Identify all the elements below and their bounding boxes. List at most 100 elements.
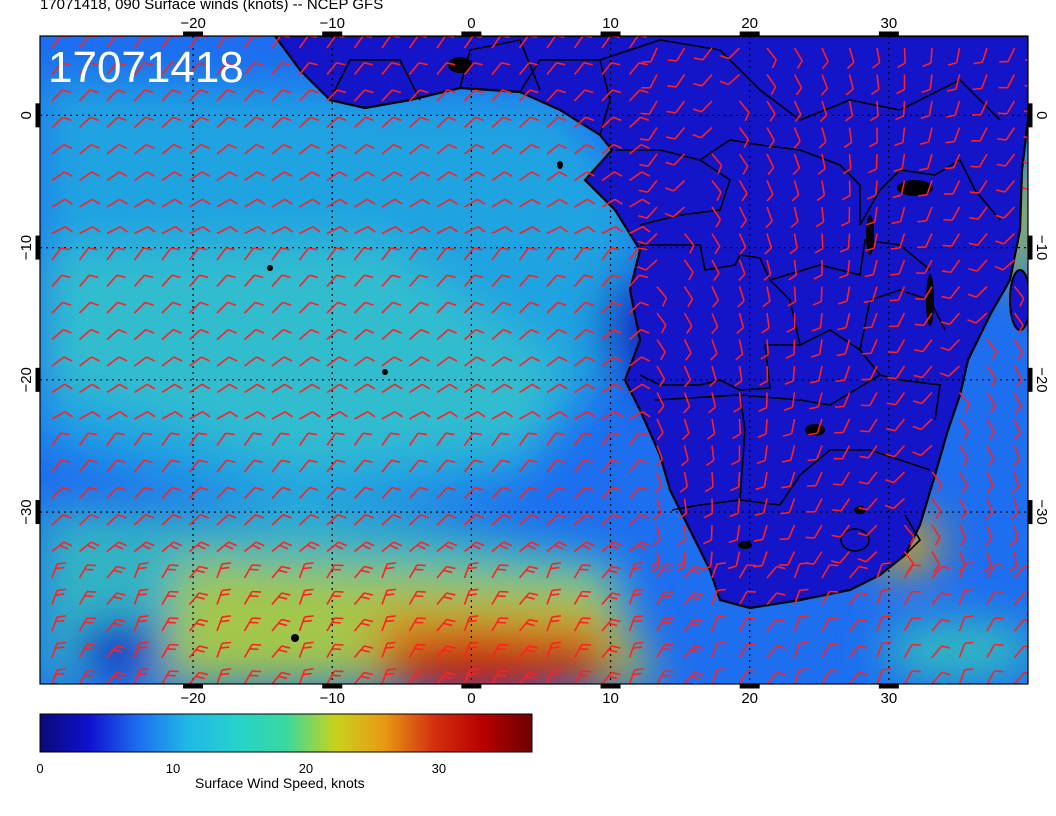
wind-barb xyxy=(216,171,238,182)
wind-barb xyxy=(381,383,403,394)
wind-barb xyxy=(573,143,595,155)
wind-barb xyxy=(890,233,906,250)
wind-barb xyxy=(573,116,595,129)
map-frame xyxy=(39,35,1029,685)
wind-barb xyxy=(106,565,126,579)
wind-barb xyxy=(813,260,823,280)
wind-barb xyxy=(821,617,839,632)
wind-barb xyxy=(491,225,514,235)
wind-barb xyxy=(729,498,741,518)
lon-label-top: −10 xyxy=(319,15,344,32)
wind-barb xyxy=(436,671,456,684)
wind-barb xyxy=(464,383,486,394)
wind-barb xyxy=(271,411,293,420)
wind-barb xyxy=(755,471,768,491)
wind-barb xyxy=(793,615,809,632)
wind-barb xyxy=(381,615,397,632)
wind-barb xyxy=(793,127,801,149)
wind-barb xyxy=(986,590,1004,605)
wind-barb xyxy=(574,356,595,367)
wind-barb xyxy=(188,618,209,632)
wind-barb xyxy=(353,618,374,632)
wind-barb xyxy=(299,356,320,367)
wind-barb xyxy=(216,486,237,500)
wind-barb xyxy=(666,100,686,114)
wind-barb xyxy=(353,645,374,659)
wind-barb xyxy=(106,618,126,632)
wind-barb xyxy=(868,127,879,148)
wind-barb xyxy=(243,274,264,288)
wind-barb xyxy=(628,247,648,261)
wind-barb xyxy=(876,668,892,684)
lon-label-bottom: 20 xyxy=(741,690,758,707)
wind-barb xyxy=(1013,592,1028,606)
wind-barb xyxy=(931,565,951,579)
wind-barb xyxy=(984,524,993,547)
wind-barb xyxy=(519,383,541,394)
wind-barb xyxy=(997,100,1016,115)
map-title: 17071418, 090 Surface winds (knots) -- N… xyxy=(40,0,384,13)
wind-barb xyxy=(710,339,718,361)
wind-barb xyxy=(786,312,796,333)
wind-barb xyxy=(693,47,713,61)
wind-barb xyxy=(106,411,128,420)
wind-barb xyxy=(958,445,969,467)
colorbar-tick-label: 20 xyxy=(299,761,313,776)
wind-barb xyxy=(78,301,99,314)
wind-barb xyxy=(464,411,486,420)
wind-barb xyxy=(629,411,651,420)
wind-barb xyxy=(891,206,906,225)
wind-barb xyxy=(766,671,786,684)
wind-barb xyxy=(189,225,211,235)
wind-barb xyxy=(408,617,426,632)
wind-barb xyxy=(518,301,539,314)
wind-barb xyxy=(628,274,649,288)
wind-barb xyxy=(133,459,153,473)
wind-barb xyxy=(601,671,621,684)
wind-barb xyxy=(79,225,101,235)
wind-barb xyxy=(298,89,319,102)
wind-barb xyxy=(133,62,153,76)
wind-barb xyxy=(728,524,741,544)
wind-barb xyxy=(491,143,513,155)
wind-barb xyxy=(354,171,376,182)
wind-barb xyxy=(161,247,180,261)
wind-barb xyxy=(1034,419,1047,439)
wind-barb xyxy=(848,592,869,606)
wind-barb xyxy=(958,562,974,579)
wind-barb xyxy=(189,356,210,367)
wind-barb xyxy=(408,301,429,314)
wind-barb xyxy=(1042,613,1056,634)
wind-barb xyxy=(821,564,839,579)
wind-barb xyxy=(463,459,483,473)
wind-barb xyxy=(683,365,692,388)
wind-barb xyxy=(518,459,538,473)
wind-barb xyxy=(298,562,314,579)
wind-barb xyxy=(188,301,209,314)
wind-barb xyxy=(656,285,668,307)
wind-barb xyxy=(704,471,714,493)
wind-barb xyxy=(216,89,237,102)
wind-barb xyxy=(243,514,265,526)
wind-barb xyxy=(133,274,154,288)
wind-barb xyxy=(134,225,156,235)
wind-barb xyxy=(189,198,211,208)
wind-barb xyxy=(1034,525,1043,545)
colorbar-tick-label: 10 xyxy=(166,761,180,776)
wind-barb xyxy=(381,198,403,208)
wind-barb xyxy=(463,641,479,658)
wind-barb xyxy=(869,100,879,122)
wind-barb xyxy=(637,259,658,271)
wind-barb xyxy=(546,143,568,155)
wind-barb xyxy=(946,74,961,92)
wind-barb xyxy=(78,670,96,684)
wind-barb xyxy=(931,592,951,606)
wind-barb xyxy=(766,592,786,606)
wind-barb xyxy=(781,471,796,489)
wind-barb xyxy=(629,198,651,208)
wind-barb xyxy=(161,89,182,102)
wind-barb xyxy=(893,153,906,173)
wind-barb xyxy=(51,562,67,579)
wind-barb xyxy=(518,671,539,684)
lat-label-left: −30 xyxy=(18,499,35,524)
